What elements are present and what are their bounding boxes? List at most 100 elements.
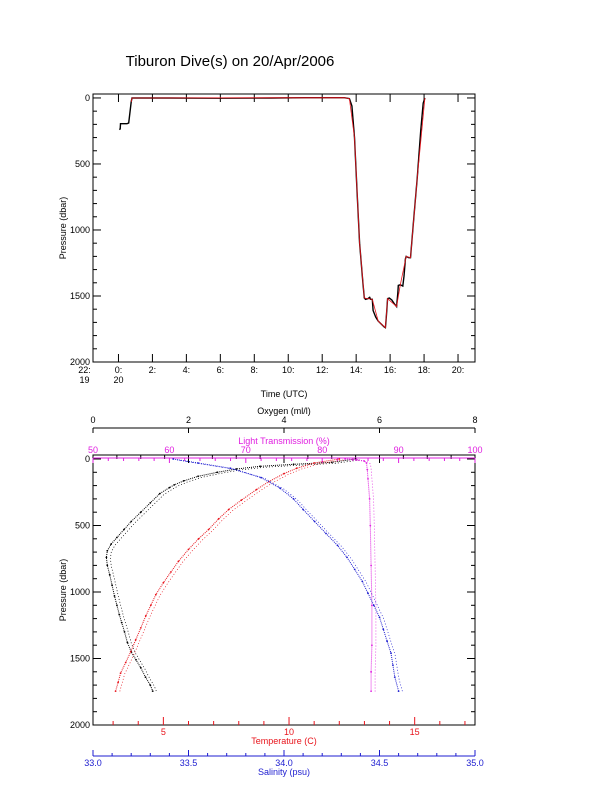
profile-oxygen-point — [135, 658, 137, 661]
profile-oxygen-point — [158, 492, 161, 495]
profile-temperature-point — [227, 508, 230, 511]
profile-temperature-point — [295, 467, 298, 470]
profile-oxygen-point — [173, 484, 176, 486]
y-tick-label: 500 — [75, 159, 90, 169]
profile-temperature-point — [283, 472, 285, 475]
profile-salinity-point — [390, 652, 392, 655]
profiles-panel: 0 500 1000 1500 2000 0 2 4 6 8 50 60 70 80 90 100 5 10 15 3… — [58, 406, 484, 777]
transmission-tick-label: 50 — [88, 445, 98, 455]
profile-oxygen-point — [126, 641, 129, 644]
profile-transmission-point — [366, 468, 369, 471]
profile-temperature-point — [134, 639, 137, 641]
profile-oxygen-point — [116, 604, 118, 607]
oxygen-axis-label: Oxygen (ml/l) — [257, 406, 311, 416]
profile-oxygen-point — [292, 463, 295, 466]
profile-oxygen-point — [151, 690, 154, 692]
profile-salinity-point — [197, 462, 199, 464]
oxygen-tick-label: 2 — [186, 415, 191, 425]
profile-transmission-trace — [345, 458, 373, 692]
salinity-tick-label: 33.0 — [84, 758, 102, 768]
profile-transmission-point — [368, 498, 371, 500]
profile-oxygen-trace-2 — [110, 459, 360, 693]
temperature-tick-label: 10 — [284, 727, 294, 737]
profile-transmission-point — [371, 604, 373, 607]
oxygen-tick-label: 4 — [281, 415, 286, 425]
profile-transmission-point — [367, 478, 369, 480]
profile-oxygen-point — [120, 621, 123, 624]
profile-salinity-point — [386, 640, 388, 643]
x-tick-label: 18: — [418, 365, 431, 375]
x-tick-label: 0: — [115, 365, 123, 375]
profile-temperature-point — [162, 581, 165, 584]
profile-oxygen-point — [139, 666, 142, 669]
profile-temperature-point — [240, 499, 243, 502]
profile-oxygen-point — [139, 511, 142, 514]
x-tick-label: 2: — [149, 365, 157, 375]
transmission-axis-label: Light Transmission (%) — [238, 436, 330, 446]
profile-temperature-point — [117, 681, 119, 684]
profile-temperature-trace-2 — [119, 459, 344, 693]
profile-salinity-point — [313, 520, 316, 523]
profile-transmission-point — [371, 644, 373, 647]
temperature-axis-label: Temperature (C) — [251, 736, 317, 746]
profile-oxygen-point — [168, 486, 171, 489]
profile-temperature-point — [154, 593, 157, 596]
time-series-line-black — [118, 97, 426, 329]
profile-salinity-point — [372, 604, 375, 607]
profile-salinity-point — [378, 616, 381, 619]
profile-y-tick-label: 0 — [85, 454, 90, 464]
x-tick-label: 10: — [282, 365, 295, 375]
profile-temperature-point — [124, 661, 127, 664]
profiles-ylabel: Pressure (dbar) — [58, 559, 68, 622]
profile-oxygen-point — [106, 549, 109, 552]
profile-temperature-point — [114, 690, 117, 692]
oxygen-tick-label: 8 — [472, 415, 477, 425]
profile-oxygen-point — [113, 595, 116, 597]
x-tick-label: 22: — [78, 365, 91, 375]
time-series-frame — [92, 93, 476, 363]
profile-temperature-point — [119, 672, 122, 674]
x-tick-sublabel: 19 — [80, 375, 90, 385]
salinity-tick-label: 33.5 — [180, 758, 198, 768]
profile-temperature-trace — [115, 458, 340, 692]
transmission-tick-label: 60 — [164, 445, 174, 455]
profile-temperature-point — [313, 462, 316, 464]
profile-temperature-point — [170, 571, 172, 573]
profile-salinity-point — [367, 592, 369, 595]
profile-oxygen-point — [111, 584, 113, 587]
profile-oxygen-point — [106, 564, 109, 567]
salinity-tick-label: 35.0 — [466, 758, 484, 768]
profile-temperature-point — [338, 458, 341, 460]
x-tick-label: 12: — [316, 365, 329, 375]
profile-transmission-trace-2 — [349, 459, 377, 693]
profile-oxygen-point — [123, 528, 125, 531]
profile-salinity-point — [325, 532, 327, 535]
figure-title: Tiburon Dive(s) on 20/Apr/2006 — [126, 53, 335, 70]
y-tick-label: 1000 — [70, 225, 90, 235]
profile-oxygen-trace — [105, 458, 356, 692]
profile-oxygen-point — [116, 536, 118, 539]
profile-oxygen-point — [149, 502, 152, 504]
profile-salinity-point — [172, 458, 175, 460]
profile-salinity-point — [346, 556, 348, 559]
profile-salinity-point — [260, 476, 262, 479]
oxygen-tick-label: 6 — [377, 415, 382, 425]
profile-y-tick-label: 500 — [75, 520, 90, 530]
profile-temperature-point — [177, 560, 180, 563]
profile-transmission-point — [365, 462, 368, 464]
profile-temperature-point — [255, 488, 258, 491]
salinity-tick-label: 34.5 — [371, 758, 389, 768]
temperature-tick-label: 15 — [410, 727, 420, 737]
profile-oxygen-point — [149, 684, 152, 686]
salinity-axis-label: Salinity (psu) — [258, 767, 310, 777]
profile-salinity-point — [279, 487, 282, 490]
x-tick-label: 16: — [384, 365, 397, 375]
x-tick-label: 8: — [251, 365, 259, 375]
profile-temperature-point — [207, 528, 210, 531]
profile-salinity-point — [397, 690, 400, 692]
x-tick-label: 6: — [217, 365, 225, 375]
profile-oxygen-point — [259, 465, 261, 468]
time-series-xlabel: Time (UTC) — [261, 389, 308, 399]
